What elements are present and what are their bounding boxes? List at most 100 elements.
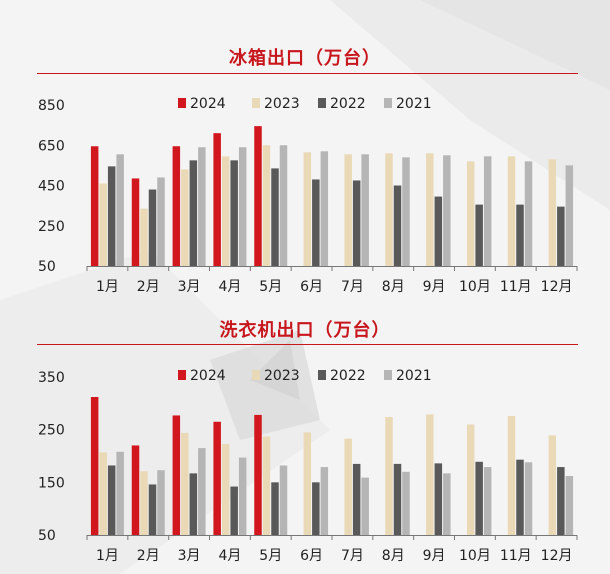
- washer-legend-label: 2024: [190, 368, 226, 384]
- fridge-bar-2023: [181, 169, 189, 266]
- washer-bar-2022: [475, 461, 483, 535]
- washer-bar-2021: [524, 462, 533, 535]
- fridge-y-tick-label: 850: [38, 98, 65, 114]
- fridge-legend-label: 2022: [330, 96, 366, 112]
- fridge-legend-swatch: [318, 98, 326, 108]
- fridge-x-tick-label: 12月: [541, 279, 573, 295]
- fridge-bar-2023: [221, 156, 230, 266]
- fridge-bar-2023: [385, 153, 393, 266]
- fridge-x-tick-label: 11月: [500, 279, 532, 295]
- fridge-bar-2022: [148, 189, 157, 266]
- washer-export-chart: 50 150 250 350 1月 2月 3月 4月 5月 6月 7月 8月 9月 10月 11月 12月 20…: [38, 368, 578, 564]
- fridge-bar-2022: [516, 204, 524, 266]
- fridge-legend-label: 2021: [396, 96, 432, 112]
- washer-x-tick-label: 3月: [178, 548, 201, 564]
- washer-legend-label: 2023: [264, 368, 300, 384]
- washer-bar-2021: [565, 476, 574, 535]
- washer-bar-2021: [279, 465, 288, 535]
- fridge-x-tick-label: 2月: [137, 279, 160, 295]
- fridge-bar-2021: [361, 154, 369, 266]
- washer-panel: 洗衣机出口（万台） 50 150 250 350 1月 2月 3月 4月 5月 6月 7月 8月 9月 1…: [0, 300, 610, 574]
- washer-bar-2023: [507, 415, 516, 535]
- fridge-bar-2023: [426, 153, 434, 266]
- washer-bar-2021: [238, 457, 247, 535]
- fridge-panel: 冰箱出口（万台） 50 250 450 650 850 1月 2月 3月 4月 5月 6月 7月 8月 9…: [37, 48, 578, 295]
- washer-bar-2021: [483, 467, 492, 535]
- fridge-legend-label: 2024: [190, 96, 226, 112]
- washer-bar-2022: [107, 465, 116, 535]
- washer-y-tick-label: 150: [38, 475, 65, 491]
- fridge-bar-2022: [352, 180, 361, 266]
- washer-y-tick-label: 350: [38, 370, 65, 386]
- fridge-bar-2022: [393, 185, 402, 266]
- washer-x-tick-label: 4月: [218, 548, 241, 564]
- washer-bar-2021: [116, 451, 124, 535]
- washer-bar-2022: [434, 463, 443, 535]
- washer-bar-2023: [99, 452, 107, 535]
- fridge-x-tick-label: 7月: [341, 279, 364, 295]
- washer-legend-swatch: [178, 370, 186, 380]
- fridge-x-tick-label: 5月: [259, 279, 282, 295]
- washer-bar-2021: [320, 467, 329, 535]
- fridge-bar-2024: [172, 146, 181, 266]
- fridge-bar-2021: [116, 154, 124, 266]
- washer-y-tick-label: 50: [38, 528, 56, 544]
- fridge-legend-swatch: [384, 98, 392, 108]
- fridge-y-tick-label: 650: [38, 138, 65, 154]
- washer-legend-swatch: [318, 370, 326, 380]
- fridge-x-tick-label: 1月: [96, 279, 119, 295]
- washer-bar-2023: [262, 436, 271, 535]
- washer-bar-2024: [254, 414, 262, 535]
- washer-bar-2024: [172, 415, 181, 535]
- washer-bar-2023: [548, 435, 557, 535]
- washer-bar-2022: [148, 484, 157, 535]
- washer-bar-2022: [393, 463, 402, 535]
- fridge-x-tick-label: 10月: [459, 279, 491, 295]
- washer-bar-2023: [221, 443, 230, 535]
- washer-legend-swatch: [252, 370, 260, 380]
- fridge-bar-2024: [131, 178, 140, 266]
- washer-bar-2021: [443, 473, 451, 535]
- washer-bar-2022: [271, 482, 279, 535]
- fridge-title-rule: [37, 73, 578, 74]
- fridge-bar-2021: [402, 157, 410, 266]
- washer-y-tick-label: 250: [38, 423, 65, 439]
- washer-bar-2024: [131, 445, 140, 535]
- washer-x-tick-label: 8月: [382, 548, 405, 564]
- fridge-bar-2023: [99, 183, 107, 266]
- fridge-bar-2022: [107, 166, 116, 266]
- washer-title-rule: [37, 344, 578, 345]
- washer-bar-2023: [181, 432, 189, 535]
- fridge-bar-2021: [279, 145, 288, 266]
- washer-legend-label: 2021: [396, 368, 432, 384]
- fridge-export-chart: 50 250 450 650 850 1月 2月 3月 4月 5月 6月 7月 8月 9月 10月 11月 12…: [38, 96, 578, 295]
- washer-x-tick-label: 11月: [500, 548, 532, 564]
- fridge-bar-2023: [507, 156, 516, 266]
- fridge-bar-2022: [557, 206, 565, 266]
- washer-bar-2023: [303, 432, 312, 535]
- fridge-legend-label: 2023: [264, 96, 300, 112]
- fridge-x-tick-label: 9月: [423, 279, 446, 295]
- washer-bar-2023: [140, 471, 148, 535]
- washer-bar-2021: [402, 471, 410, 535]
- fridge-chart-title: 冰箱出口（万台）: [229, 48, 381, 69]
- fridge-x-tick-label: 6月: [300, 279, 323, 295]
- washer-bar-2022: [516, 459, 524, 535]
- washer-bar-2023: [344, 438, 352, 535]
- fridge-bar-2021: [483, 156, 492, 266]
- fridge-x-tick-label: 4月: [218, 279, 241, 295]
- fridge-bar-2022: [271, 168, 279, 266]
- washer-legend-swatch: [384, 370, 392, 380]
- fridge-bar-2024: [254, 126, 262, 266]
- fridge-bar-2021: [443, 155, 451, 266]
- fridge-x-tick-label: 8月: [382, 279, 405, 295]
- fridge-legend-swatch: [252, 98, 260, 108]
- fridge-legend-swatch: [178, 98, 186, 108]
- washer-x-tick-label: 6月: [300, 548, 323, 564]
- washer-bar-2024: [90, 397, 99, 535]
- washer-x-tick-label: 9月: [423, 548, 446, 564]
- washer-x-tick-label: 10月: [459, 548, 491, 564]
- fridge-bar-2021: [565, 165, 574, 266]
- washer-bar-2021: [157, 470, 165, 535]
